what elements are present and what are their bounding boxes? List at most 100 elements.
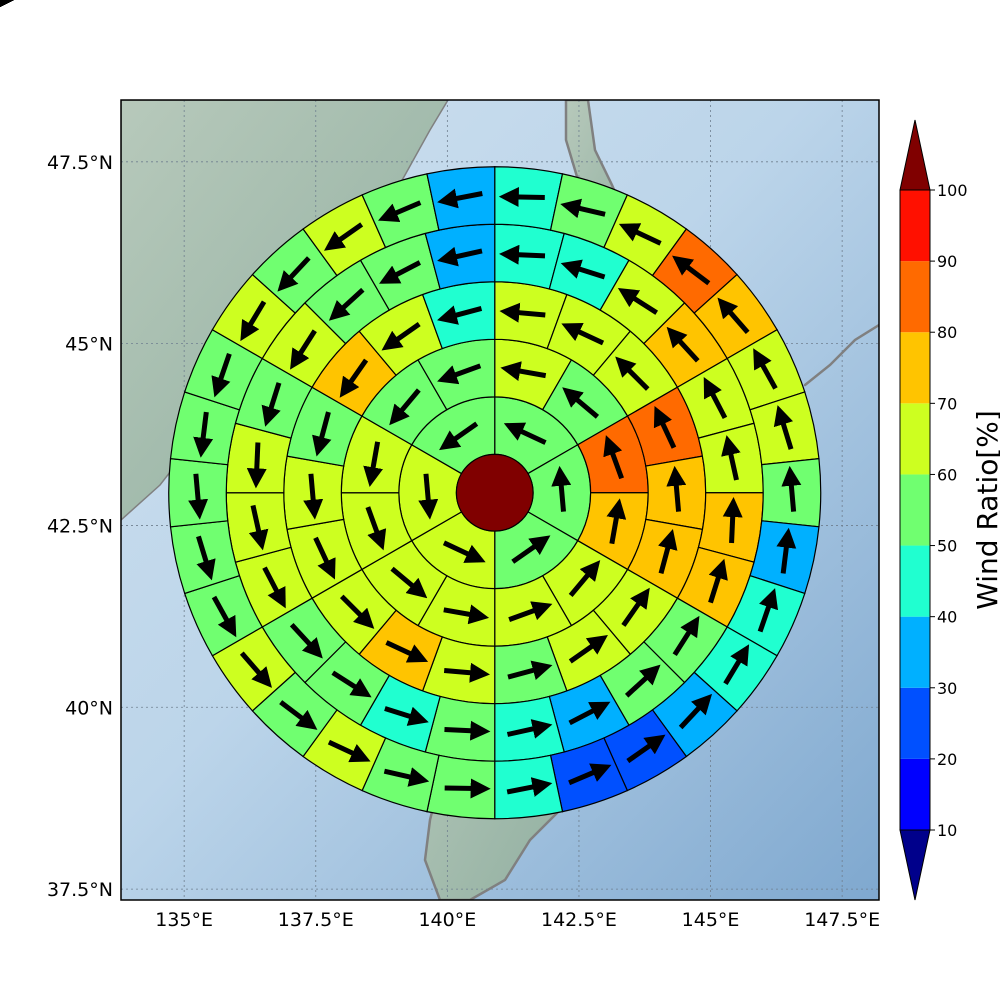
wind-arrow <box>383 767 430 787</box>
wind-arrow <box>562 387 600 419</box>
lon-tick-label: 142.5°E <box>541 909 617 931</box>
colorbar-title: Wind Ratio[%] <box>971 410 1000 610</box>
wind-arrow <box>503 422 547 445</box>
wind-arrow <box>443 604 490 625</box>
wind-arrow <box>568 560 601 598</box>
wind-arrow <box>757 588 779 633</box>
wind-arrow <box>508 601 553 622</box>
wind-arrow <box>499 244 546 265</box>
wind-arrow <box>248 504 269 551</box>
colorbar-tick-label: 50 <box>937 537 957 556</box>
colorbar-bin <box>900 474 930 546</box>
colorbar-bin <box>900 545 930 617</box>
lat-tick-label: 40°N <box>65 697 113 719</box>
wind-arrow <box>568 763 612 786</box>
wind-arrow <box>568 635 608 664</box>
colorbar-tick-label: 90 <box>937 252 957 271</box>
wind-arrow <box>365 506 387 551</box>
wind-direction-arrows <box>188 186 802 799</box>
wind-arrow <box>618 223 662 246</box>
wind-arrow <box>603 435 624 480</box>
wind-arrow <box>378 200 422 222</box>
wind-arrow <box>606 498 627 545</box>
wind-arrow <box>621 587 650 627</box>
wind-arrow <box>381 322 421 351</box>
wind-arrow <box>499 302 546 323</box>
wind-arrow <box>443 662 490 683</box>
wind-arrow <box>723 644 750 686</box>
wind-arrow <box>277 256 311 292</box>
wind-arrow <box>781 465 802 512</box>
wind-arrow <box>418 473 439 520</box>
colorbar-under-extension <box>899 829 931 901</box>
wind-arrow <box>773 405 794 450</box>
wind-arrow <box>262 566 286 609</box>
wind-arrow <box>672 615 700 657</box>
wind-arrow <box>379 260 422 284</box>
wind-arrow <box>327 739 371 763</box>
lat-tick-label: 42.5°N <box>47 515 113 537</box>
colorbar-tick-label: 60 <box>937 465 957 484</box>
wind-arrow <box>721 435 741 481</box>
wind-arrow <box>188 473 209 520</box>
wind-arrow <box>290 329 317 370</box>
wind-arrow <box>363 441 383 488</box>
lat-tick-label: 47.5°N <box>47 152 113 174</box>
wind-arrow <box>313 536 336 580</box>
colorbar-bin <box>900 616 930 688</box>
wind-arrow <box>615 356 650 391</box>
wind-arrow <box>568 701 611 726</box>
wind-arrow <box>498 186 545 207</box>
wind-arrow <box>666 326 700 363</box>
colorbar-tick-label: 70 <box>937 394 957 413</box>
lon-tick-label: 135°E <box>155 909 213 931</box>
wind-arrow <box>507 660 553 680</box>
wind-arrow <box>437 188 483 209</box>
wind-arrow <box>776 527 797 574</box>
wind-arrow <box>672 255 711 286</box>
wind-arrow <box>437 363 482 385</box>
wind-arrow <box>753 348 778 390</box>
colorbar-over-extension <box>899 119 931 191</box>
wind-arrow <box>666 465 687 512</box>
wind-arrow <box>328 287 365 321</box>
wind-arrow <box>240 300 267 342</box>
wind-arrow <box>261 382 282 427</box>
wind-arrow <box>717 297 750 334</box>
wind-arrow <box>384 706 429 726</box>
colorbar-tick-label: 10 <box>937 821 957 840</box>
wind-arrow <box>339 358 369 398</box>
wind-arrow <box>626 734 666 764</box>
wind-arrow <box>324 222 364 251</box>
colorbar-bin <box>900 403 930 475</box>
lat-tick-label: 37.5°N <box>47 879 113 901</box>
wind-arrow <box>617 288 659 315</box>
wind-arrow <box>439 421 479 451</box>
wind-arrow <box>708 558 728 604</box>
wind-arrow <box>551 465 572 512</box>
wind-arrow <box>437 246 483 267</box>
wind-arrow <box>442 540 486 563</box>
wind-arrow <box>339 594 375 629</box>
colorbar-tick-label: 30 <box>937 679 957 698</box>
wind-arrow <box>211 595 237 638</box>
wind-arrow <box>560 198 606 219</box>
colorbar-tick-label: 80 <box>937 323 957 342</box>
colorbar-bin <box>900 190 930 262</box>
wind-arrow <box>211 353 232 398</box>
colorbar-tick-label: 20 <box>937 750 957 769</box>
lon-tick-label: 140°E <box>418 909 476 931</box>
lon-tick-label: 147.5°E <box>804 909 880 931</box>
wind-arrow <box>331 670 372 698</box>
wind-arrow <box>385 640 429 663</box>
wind-arrow <box>303 473 324 520</box>
wind-arrow <box>653 405 677 449</box>
wind-arrow <box>196 535 216 581</box>
wind-ratio-sectors <box>168 166 822 820</box>
wind-arrow <box>722 497 743 544</box>
colorbar-bin <box>900 261 930 333</box>
wind-arrow <box>703 377 728 420</box>
lon-tick-label: 137.5°E <box>278 909 354 931</box>
wind-arrow <box>390 566 428 599</box>
